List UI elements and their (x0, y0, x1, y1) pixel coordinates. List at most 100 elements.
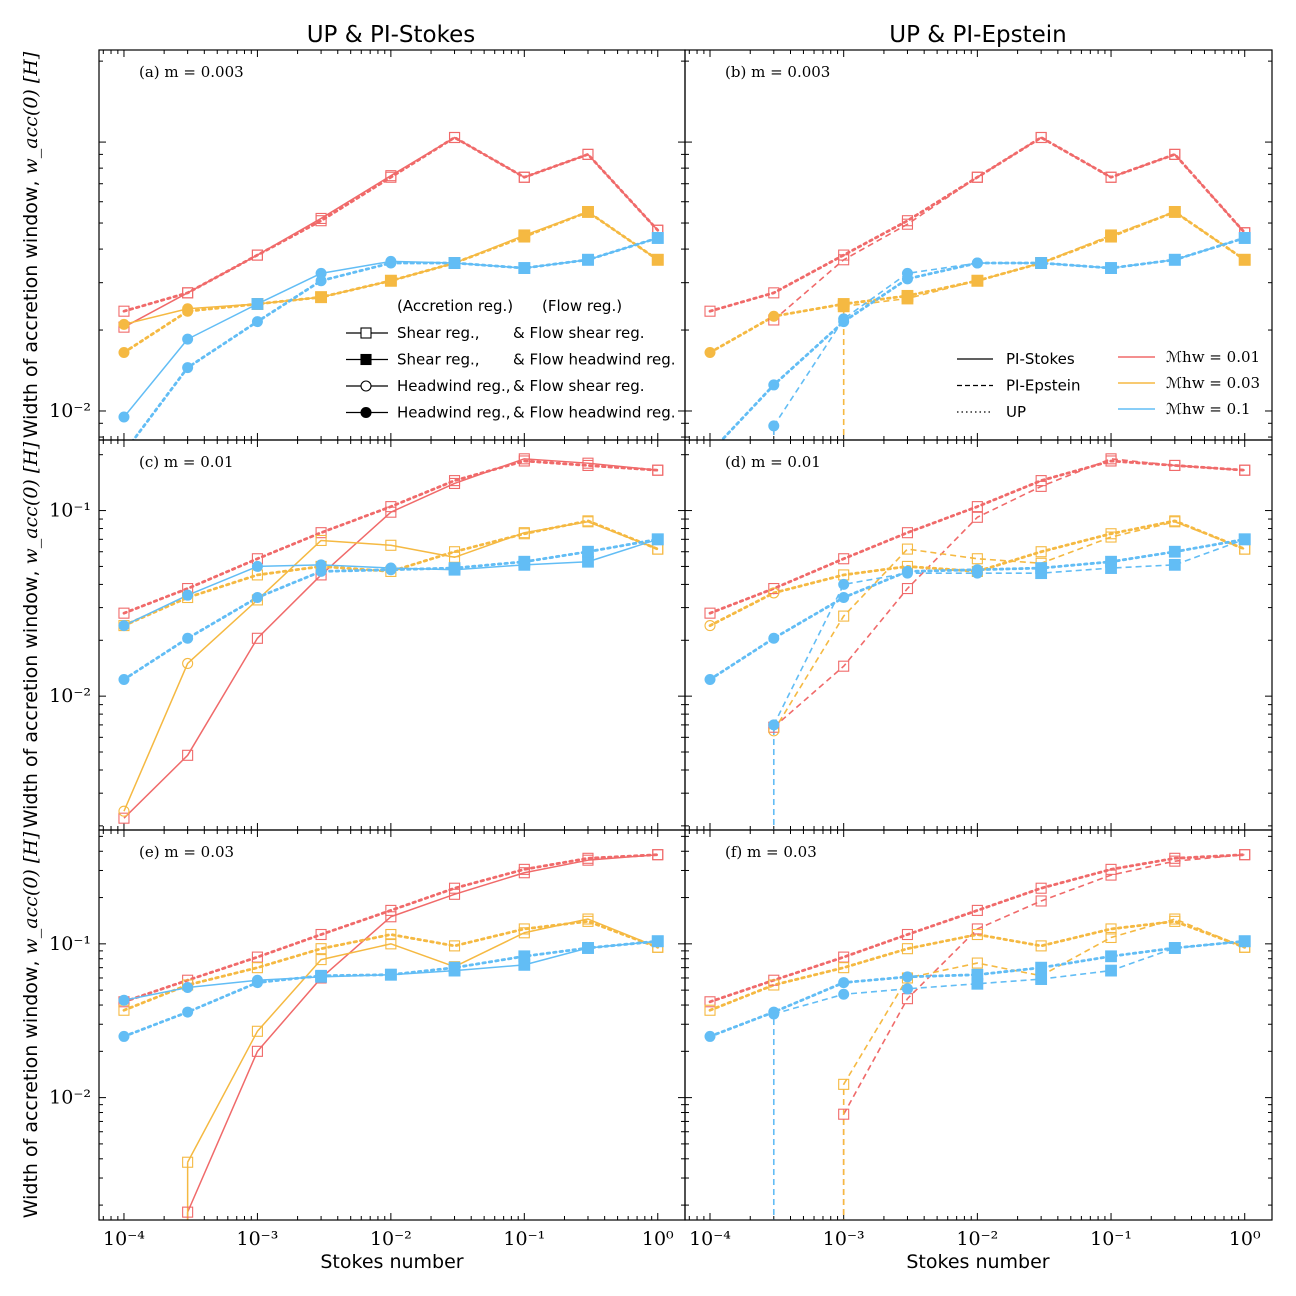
series-group-e (118, 849, 664, 1220)
marker-circle-filled (182, 333, 194, 345)
marker-square-filled (971, 968, 984, 981)
legend-regime-marker (360, 380, 372, 392)
panels: 10⁻² (a) m = 0.003 Width of accretion wind… (20, 49, 1273, 1250)
column-title-left: UP & PI-Stokes (307, 22, 476, 48)
x-tick-label: 10⁰ (1229, 1228, 1261, 1250)
x-tick-label: 10⁻¹ (1090, 1228, 1132, 1250)
marker-square-filled (651, 935, 664, 948)
marker-square-filled (1035, 973, 1048, 985)
y-tick-label: 10⁻² (49, 685, 91, 707)
y-tick-label: 10⁻² (49, 1087, 91, 1109)
marker-circle-filled (838, 988, 850, 1000)
panel-label-c: (c) m = 0.01 (139, 453, 234, 471)
y-tick-label: 10⁻¹ (49, 933, 91, 955)
marker-square-filled (1168, 253, 1181, 266)
x-tick-label: 10⁻⁴ (103, 1228, 145, 1250)
marker-square-open (901, 928, 914, 941)
marker-square-open (385, 539, 397, 551)
x-tick-label: 10⁻³ (237, 1228, 279, 1250)
marker-square-open (838, 610, 850, 622)
marker-square-open (652, 849, 664, 861)
marker-circle-filled (251, 592, 263, 604)
marker-square-filled (518, 262, 531, 274)
marker-square-open (448, 940, 461, 952)
marker-circle-filled (768, 632, 780, 644)
marker-circle-filled (182, 982, 194, 994)
marker-square-open (518, 528, 530, 540)
marker-square-open (385, 904, 397, 916)
marker-square-open (315, 928, 327, 941)
series-line-hw001-up (708, 853, 1247, 1004)
x-axis-labels: Stokes number Stokes number (320, 1251, 1049, 1273)
marker-square-open (1239, 464, 1251, 476)
marker-square-open (582, 915, 594, 927)
legend-models: PI-Stokes PI-Epstein UP ℳhw = 0.01 ℳhw = 0.0… (957, 348, 1260, 421)
legend-regime-flow: & Flow headwind reg. (513, 404, 676, 422)
ticks-c (99, 440, 685, 830)
marker-square-filled (448, 961, 461, 974)
marker-square-open (971, 957, 983, 969)
marker-square-open (251, 1045, 263, 1057)
marker-square-filled (1105, 230, 1117, 243)
marker-square-open (768, 979, 780, 991)
marker-square-open (315, 534, 327, 547)
marker-square-open (704, 996, 716, 1008)
marker-square-open (518, 171, 530, 183)
marker-square-open (971, 171, 983, 183)
marker-square-open (1105, 455, 1117, 467)
marker-square-open (971, 904, 983, 916)
marker-square-open (1169, 148, 1181, 160)
legend-color-label: ℳhw = 0.03 (1166, 374, 1260, 392)
marker-square-filled (1238, 232, 1251, 244)
ticks-f (685, 830, 1272, 1220)
marker-square-open (901, 527, 914, 539)
marker-square-open (768, 582, 780, 595)
marker-square-open (1035, 882, 1047, 894)
y-axis-label: Width of accretion window, w_acc(0) [H] (20, 441, 42, 828)
x-tick-label: 10⁻⁴ (689, 1228, 731, 1250)
marker-circle-filled (118, 994, 130, 1006)
marker-circle-filled (838, 316, 850, 328)
legend-model-label: PI-Stokes (1006, 350, 1075, 368)
series-line-hw003-up (708, 919, 1247, 1012)
marker-square-open (838, 249, 850, 261)
marker-circle-filled (118, 447, 129, 458)
legend-regimes: (Accretion reg.) (Flow reg.) Shear reg., & … (346, 297, 676, 422)
marker-square-open (582, 148, 594, 160)
marker-square-filled (315, 969, 327, 982)
marker-square-open (1105, 528, 1117, 540)
marker-square-open (385, 911, 397, 923)
series-line-hw01-pi-epstein (772, 940, 1245, 1220)
marker-circle-filled (901, 983, 913, 995)
ticks-d (685, 440, 1272, 830)
marker-square-filled (1238, 533, 1251, 546)
marker-square-filled (1035, 562, 1048, 574)
series-line-hw001-pi-epstein (772, 136, 1246, 440)
marker-square-filled (1035, 257, 1048, 269)
marker-square-open (1035, 895, 1047, 907)
marker-square-open (971, 501, 983, 513)
marker-square-filled (518, 555, 531, 568)
x-tick-label: 10⁻³ (823, 1228, 865, 1250)
marker-circle-filled (118, 347, 130, 359)
legend-header-flow: (Flow reg.) (542, 297, 622, 315)
marker-circle-filled (385, 257, 397, 269)
marker-square-open (118, 607, 130, 619)
marker-square-filled (651, 232, 664, 244)
marker-square-open (118, 305, 130, 317)
x-tick-label: 10⁻² (956, 1228, 998, 1250)
marker-square-open (838, 1108, 850, 1120)
marker-circle-filled (704, 1030, 716, 1042)
marker-circle-filled (118, 411, 130, 423)
marker-square-open (582, 515, 594, 527)
series-line-hw01-up (719, 236, 1247, 440)
column-title-right: UP & PI-Epstein (889, 22, 1066, 48)
marker-square-filled (582, 253, 594, 266)
marker-circle-filled (768, 379, 780, 391)
marker-square-open (251, 962, 263, 974)
marker-square-filled (1168, 942, 1181, 954)
marker-square-open (768, 287, 780, 299)
marker-square-open (1169, 459, 1181, 472)
legend-regime-acc: Headwind reg., (397, 377, 511, 395)
